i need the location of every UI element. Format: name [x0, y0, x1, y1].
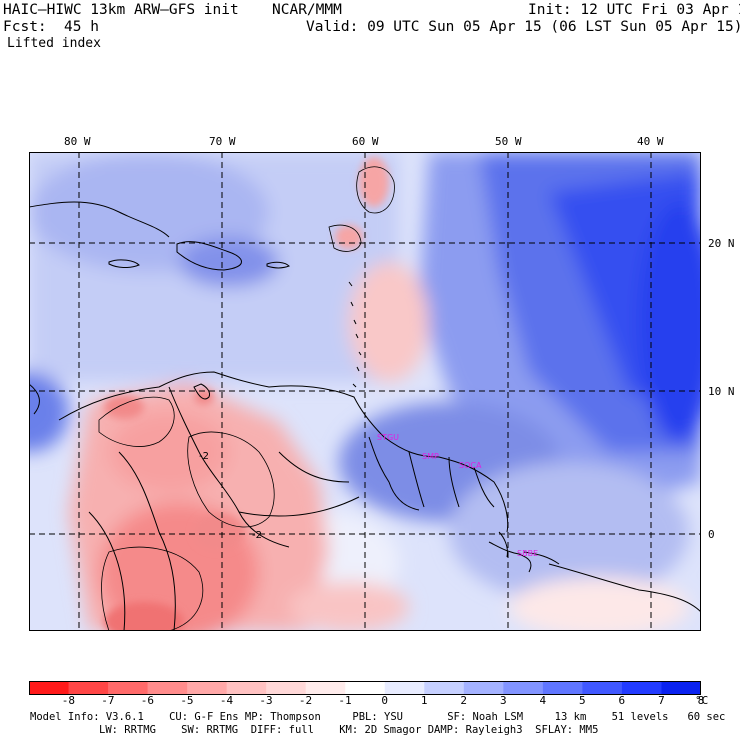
lon-label-80w: 80 W [64, 135, 91, 148]
colorbar-swatch [29, 681, 70, 695]
colorbar-tick-label: -8 [61, 694, 75, 707]
colorbar-swatch [187, 681, 228, 695]
lon-label-60w: 60 W [352, 135, 379, 148]
lifted-index-map: -2 -2 STGU SMP SOCA SBBE [29, 152, 701, 631]
model-title: HAIC—HIWC 13km ARW—GFS init [3, 2, 239, 18]
colorbar-tick-label: 7 [658, 694, 665, 707]
colorbar-swatch [582, 681, 623, 695]
colorbar-swatch [661, 681, 701, 695]
colorbar-swatch [345, 681, 386, 695]
forecast-hour: 45 h [64, 19, 99, 35]
model-info-line2: LW: RRTMG SW: RRTMG DIFF: full KM: 2D Sm… [99, 724, 599, 736]
contour-label-2: -2 [252, 530, 262, 541]
colorbar-tick-label: -6 [140, 694, 155, 707]
colorbar-tick-label: 5 [579, 694, 586, 707]
colorbar-swatch [463, 681, 504, 695]
lat-label-20n: 20 N [708, 237, 735, 250]
colorbar-tick-label: -7 [101, 694, 115, 707]
colorbar-swatch [384, 681, 425, 695]
colorbar-tick-label: 2 [460, 694, 468, 707]
colorbar [29, 681, 701, 695]
colorbar-tick-label: 1 [420, 694, 428, 707]
colorbar-tick-label: 6 [618, 694, 626, 707]
model-info-line1: Model Info: V3.6.1 CU: G-F Ens MP: Thomp… [30, 711, 726, 723]
station-stgu: STGU [377, 433, 399, 442]
colorbar-swatch [68, 681, 109, 695]
lon-label-40w: 40 W [637, 135, 664, 148]
colorbar-swatch [305, 681, 346, 695]
lon-label-70w: 70 W [209, 135, 236, 148]
station-sbbe: SBBE [517, 549, 538, 558]
colorbar-swatch [424, 681, 465, 695]
map-frame [29, 152, 701, 631]
colorbar-tick-label: -3 [259, 694, 273, 707]
colorbar-tick-label: -1 [338, 694, 352, 707]
colorbar-swatch [226, 681, 267, 695]
forecast-label: Fcst: [3, 19, 47, 35]
field-name: Lifted index [7, 36, 101, 51]
colorbar-tick-label: -2 [298, 694, 313, 707]
station-smp: SMP [422, 452, 439, 461]
colorbar-tick-label: -5 [180, 694, 194, 707]
lat-label-0: 0 [708, 528, 715, 541]
colorbar-swatch [108, 681, 149, 695]
coastlines [29, 201, 701, 631]
colorbar-swatch [147, 681, 188, 695]
colorbar-tick-label: 3 [499, 694, 507, 707]
colorbar-swatch [542, 681, 583, 695]
colorbar-tick-label: 4 [539, 694, 547, 707]
lat-label-10n: 10 N [708, 385, 735, 398]
colorbar-tick-label: 8 [697, 694, 705, 707]
lon-label-50w: 50 W [495, 135, 522, 148]
colorbar-tick-label: -4 [219, 694, 234, 707]
colorbar-swatch [266, 681, 307, 695]
contours [98, 166, 395, 631]
graticule [29, 152, 701, 631]
station-soca: SOCA [459, 461, 482, 470]
contour-label: -2 [199, 451, 209, 462]
colorbar-frame [29, 681, 701, 695]
organization: NCAR/MMM [272, 2, 342, 18]
colorbar-unit: °C [695, 694, 709, 707]
init-time: Init: 12 UTC Fri 03 Apr 15 [528, 2, 740, 18]
colorbar-swatch [621, 681, 662, 695]
colorbar-tick-label: 0 [381, 694, 388, 707]
colorbar-swatch [503, 681, 544, 695]
valid-time: Valid: 09 UTC Sun 05 Apr 15 (06 LST Sun … [306, 19, 740, 35]
